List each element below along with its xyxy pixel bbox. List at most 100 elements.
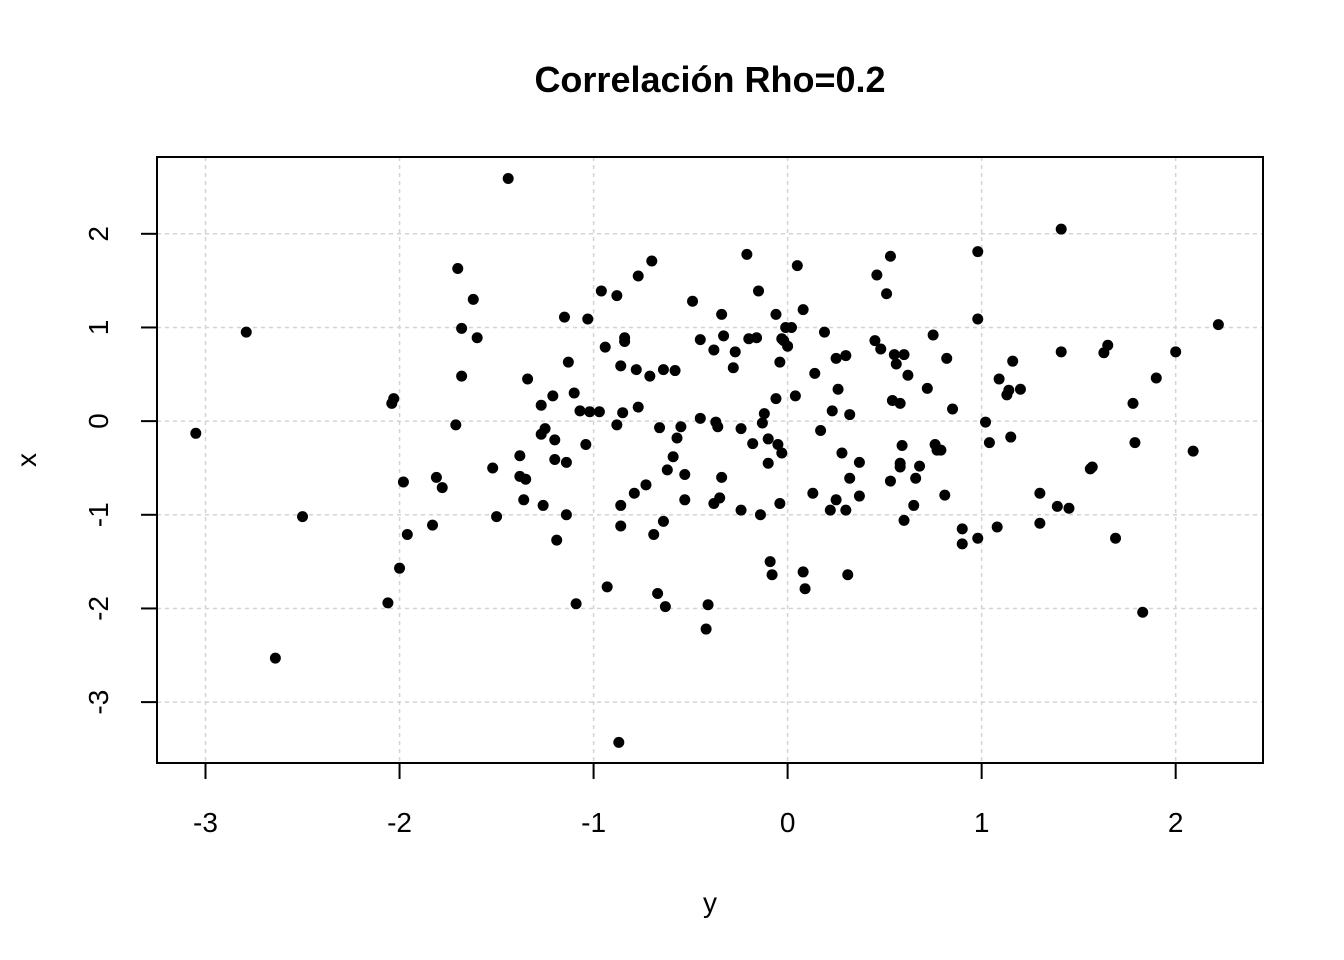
data-point bbox=[456, 322, 468, 334]
data-point bbox=[807, 487, 819, 499]
data-point bbox=[947, 403, 959, 415]
data-point bbox=[551, 534, 563, 546]
data-point bbox=[619, 336, 631, 348]
data-point bbox=[884, 250, 896, 262]
data-point bbox=[547, 390, 559, 402]
data-point bbox=[471, 332, 483, 344]
data-point bbox=[539, 423, 551, 435]
data-point bbox=[601, 581, 613, 593]
data-point bbox=[518, 494, 530, 506]
data-point bbox=[844, 472, 856, 484]
y-axis-label: x bbox=[11, 453, 42, 467]
data-point bbox=[502, 173, 514, 185]
data-point bbox=[956, 538, 968, 550]
data-point bbox=[774, 498, 786, 510]
data-point bbox=[630, 364, 642, 376]
data-point bbox=[884, 475, 896, 487]
data-point bbox=[679, 469, 691, 481]
data-point bbox=[467, 293, 479, 305]
data-point bbox=[430, 471, 442, 483]
data-point bbox=[836, 447, 848, 459]
data-point bbox=[972, 246, 984, 258]
data-point bbox=[297, 511, 309, 523]
data-point bbox=[487, 462, 499, 474]
data-point bbox=[772, 439, 784, 451]
data-point bbox=[1055, 346, 1067, 358]
x-tick-label: -2 bbox=[387, 807, 412, 838]
data-point bbox=[844, 409, 856, 421]
data-point bbox=[520, 473, 532, 485]
data-point bbox=[568, 387, 580, 399]
data-point bbox=[574, 405, 586, 417]
data-point bbox=[628, 487, 640, 499]
data-point bbox=[797, 566, 809, 578]
x-axis-label: y bbox=[703, 887, 717, 918]
plot-frame bbox=[156, 156, 1264, 764]
data-point bbox=[617, 407, 629, 419]
data-point bbox=[902, 369, 914, 381]
data-point bbox=[809, 367, 821, 379]
data-point bbox=[491, 511, 503, 523]
grid bbox=[157, 157, 1263, 763]
data-point bbox=[853, 456, 865, 468]
y-tick-label: 0 bbox=[83, 413, 114, 429]
data-point bbox=[661, 464, 673, 476]
data-point bbox=[1137, 606, 1149, 618]
x-tick-label: 0 bbox=[780, 807, 796, 838]
data-point bbox=[1212, 319, 1224, 331]
data-point bbox=[1055, 223, 1067, 235]
data-point bbox=[921, 382, 933, 394]
data-point bbox=[615, 360, 627, 372]
y-tick-label: -3 bbox=[83, 690, 114, 715]
data-point bbox=[832, 383, 844, 395]
data-point bbox=[718, 330, 730, 342]
data-point bbox=[652, 587, 664, 599]
data-point bbox=[535, 399, 547, 411]
data-point bbox=[830, 352, 842, 364]
data-point bbox=[611, 419, 623, 431]
data-point bbox=[694, 412, 706, 424]
data-point bbox=[1034, 487, 1046, 499]
data-point bbox=[644, 370, 656, 382]
data-point bbox=[450, 419, 462, 431]
data-point bbox=[840, 504, 852, 516]
data-point bbox=[956, 523, 968, 535]
data-point bbox=[935, 444, 947, 456]
data-point bbox=[830, 494, 842, 506]
data-point bbox=[766, 569, 778, 581]
data-point bbox=[871, 269, 883, 281]
data-point bbox=[570, 598, 582, 610]
data-point bbox=[269, 652, 281, 664]
data-point bbox=[388, 393, 400, 405]
data-point bbox=[782, 340, 794, 352]
data-point bbox=[727, 362, 739, 374]
data-point bbox=[785, 321, 797, 333]
data-point bbox=[991, 521, 1003, 533]
y-tick-label: -1 bbox=[83, 502, 114, 527]
data-point bbox=[789, 390, 801, 402]
data-point bbox=[993, 373, 1005, 385]
data-point bbox=[888, 349, 900, 361]
data-point bbox=[894, 397, 906, 409]
x-tick-label: -3 bbox=[193, 807, 218, 838]
data-point bbox=[514, 450, 526, 462]
data-point bbox=[741, 248, 753, 260]
data-point bbox=[675, 421, 687, 433]
data-point bbox=[1086, 461, 1098, 473]
data-point bbox=[452, 262, 464, 274]
data-point bbox=[694, 334, 706, 346]
data-point bbox=[758, 408, 770, 420]
data-point bbox=[1170, 346, 1182, 358]
data-point bbox=[671, 432, 683, 444]
data-point bbox=[842, 569, 854, 581]
data-point bbox=[791, 260, 803, 272]
data-point bbox=[753, 285, 765, 297]
x-tick-label: 2 bbox=[1168, 807, 1184, 838]
data-point bbox=[657, 515, 669, 527]
data-point bbox=[774, 356, 786, 368]
data-point bbox=[914, 460, 926, 472]
data-point bbox=[799, 583, 811, 595]
data-point bbox=[908, 499, 920, 511]
data-point bbox=[599, 341, 611, 353]
